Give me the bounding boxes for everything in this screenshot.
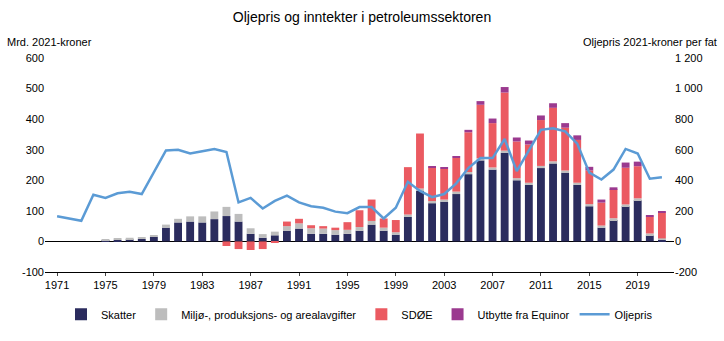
- svg-text:2007: 2007: [480, 279, 504, 291]
- svg-text:1983: 1983: [190, 279, 214, 291]
- svg-text:Utbytte fra Equinor: Utbytte fra Equinor: [478, 309, 570, 321]
- svg-text:200: 200: [26, 174, 44, 186]
- svg-text:1987: 1987: [238, 279, 262, 291]
- svg-text:SDØE: SDØE: [401, 309, 432, 321]
- svg-text:1 200: 1 200: [675, 52, 703, 64]
- svg-text:400: 400: [26, 113, 44, 125]
- svg-text:-200: -200: [675, 266, 697, 278]
- svg-text:0: 0: [675, 235, 681, 247]
- svg-text:1991: 1991: [287, 279, 311, 291]
- svg-text:1 000: 1 000: [675, 82, 703, 94]
- svg-text:Oljepris 2021-kroner per fat: Oljepris 2021-kroner per fat: [583, 36, 717, 48]
- svg-text:1979: 1979: [142, 279, 166, 291]
- svg-text:100: 100: [26, 205, 44, 217]
- svg-text:2019: 2019: [625, 279, 649, 291]
- svg-text:0: 0: [38, 235, 44, 247]
- svg-text:Skatter: Skatter: [101, 309, 136, 321]
- svg-text:2011: 2011: [529, 279, 553, 291]
- svg-text:1999: 1999: [384, 279, 408, 291]
- svg-text:Mrd. 2021-kroner: Mrd. 2021-kroner: [7, 36, 92, 48]
- svg-text:300: 300: [26, 144, 44, 156]
- svg-text:1995: 1995: [335, 279, 359, 291]
- svg-text:-100: -100: [22, 266, 44, 278]
- svg-text:1975: 1975: [93, 279, 117, 291]
- svg-text:800: 800: [675, 113, 693, 125]
- svg-text:1971: 1971: [45, 279, 69, 291]
- svg-text:2015: 2015: [577, 279, 601, 291]
- svg-text:200: 200: [675, 205, 693, 217]
- svg-text:Oljepris: Oljepris: [615, 309, 653, 321]
- svg-text:Oljepris og inntekter i petrol: Oljepris og inntekter i petroleumssektor…: [233, 9, 491, 25]
- svg-text:Miljø-, produksjons- og areala: Miljø-, produksjons- og arealavgifter: [181, 309, 356, 321]
- svg-text:600: 600: [675, 144, 693, 156]
- svg-text:2003: 2003: [432, 279, 456, 291]
- svg-text:400: 400: [675, 174, 693, 186]
- svg-text:500: 500: [26, 82, 44, 94]
- svg-text:600: 600: [26, 52, 44, 64]
